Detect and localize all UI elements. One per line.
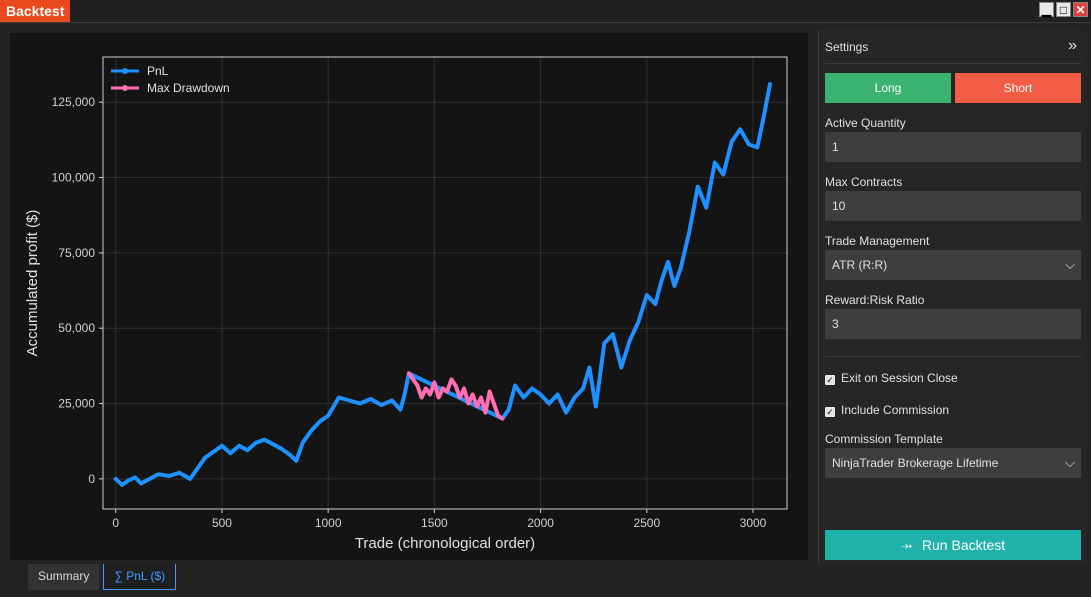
exit-on-session-close-checkbox[interactable]: ✓ Exit on Session Close [825,371,958,385]
settings-panel: Settings » Long Short Active Quantity 1 … [818,30,1087,565]
settings-header: Settings [825,40,869,54]
trade-management-value: ATR (R:R) [832,258,888,272]
legend-marker [122,68,128,74]
y-tick-label: 50,000 [58,321,95,335]
legend-marker [122,85,128,91]
x-tick-label: 1000 [315,516,342,530]
run-backtest-label: Run Backtest [921,537,1006,553]
max-drawdown-series-line [406,371,505,421]
run-icon: ⤞ [900,537,913,553]
y-tick-label: 100,000 [52,171,96,185]
include-commission-checkbox[interactable]: ✓ Include Commission [825,403,949,417]
minimize-button[interactable]: ▁ [1039,2,1054,17]
chevron-down-icon: ⌵ [1065,257,1075,272]
commission-template-value: NinjaTrader Brokerage Lifetime [832,456,999,470]
active-quantity-label: Active Quantity [825,116,906,130]
max-contracts-label: Max Contracts [825,175,903,189]
pnl-chart: 0 500 1000 1500 2000 2500 3000 0 25,000 50,000 75,… [24,56,788,552]
max-contracts-input[interactable]: 10 [825,191,1081,221]
settings-divider [825,356,1081,357]
tab-summary[interactable]: Summary [28,564,100,590]
checkmark-icon: ✓ [825,375,835,385]
trade-management-label: Trade Management [825,234,930,248]
x-axis-label: Trade (chronological order) [355,535,535,552]
long-button[interactable]: Long [825,73,951,103]
y-tick-label: 0 [88,472,95,486]
x-tick-label: 2500 [633,516,660,530]
x-tick-label: 1500 [421,516,448,530]
y-tick-label: 125,000 [52,95,96,109]
y-axis-label: Accumulated profit ($) [24,210,41,357]
include-commission-label: Include Commission [841,403,950,417]
bottom-tabs: Summary ∑ PnL ($) [28,564,177,590]
legend-label: PnL [147,64,169,78]
active-quantity-input[interactable]: 1 [825,132,1081,162]
plot-frame [102,56,788,510]
pnl-series-line [113,82,772,487]
maximize-button[interactable]: □ [1056,2,1071,17]
checkmark-icon: ✓ [825,407,835,417]
x-tick-label: 2000 [527,516,554,530]
tab-pnl[interactable]: ∑ PnL ($) [103,564,177,590]
commission-template-label: Commission Template [825,432,943,446]
window-controls: ▁ □ ✕ [1039,2,1088,17]
trade-management-select[interactable]: ATR (R:R) ⌵ [825,250,1081,280]
x-tick-label: 500 [212,516,232,530]
exit-on-session-close-label: Exit on Session Close [841,371,958,385]
commission-template-select[interactable]: NinjaTrader Brokerage Lifetime ⌵ [825,448,1081,478]
pnl-chart-panel: 0 500 1000 1500 2000 2500 3000 0 25,000 50,000 75,… [10,33,808,560]
short-button[interactable]: Short [955,73,1081,103]
run-backtest-button[interactable]: ⤞ Run Backtest [825,530,1081,560]
close-button[interactable]: ✕ [1073,2,1088,17]
settings-divider [825,63,1081,64]
reward-risk-label: Reward:Risk Ratio [825,293,925,307]
reward-risk-input[interactable]: 3 [825,309,1081,339]
window-title: Backtest [0,0,71,22]
chevron-down-icon: ⌵ [1065,455,1075,470]
y-tick-label: 75,000 [58,246,95,260]
x-tick-label: 3000 [740,516,767,530]
x-tick-label: 0 [112,516,119,530]
y-tick-label: 25,000 [58,397,95,411]
expand-icon[interactable]: » [1068,37,1077,54]
title-bar: Backtest ▁ □ ✕ [0,0,1091,23]
legend-label: Max Drawdown [147,81,230,95]
